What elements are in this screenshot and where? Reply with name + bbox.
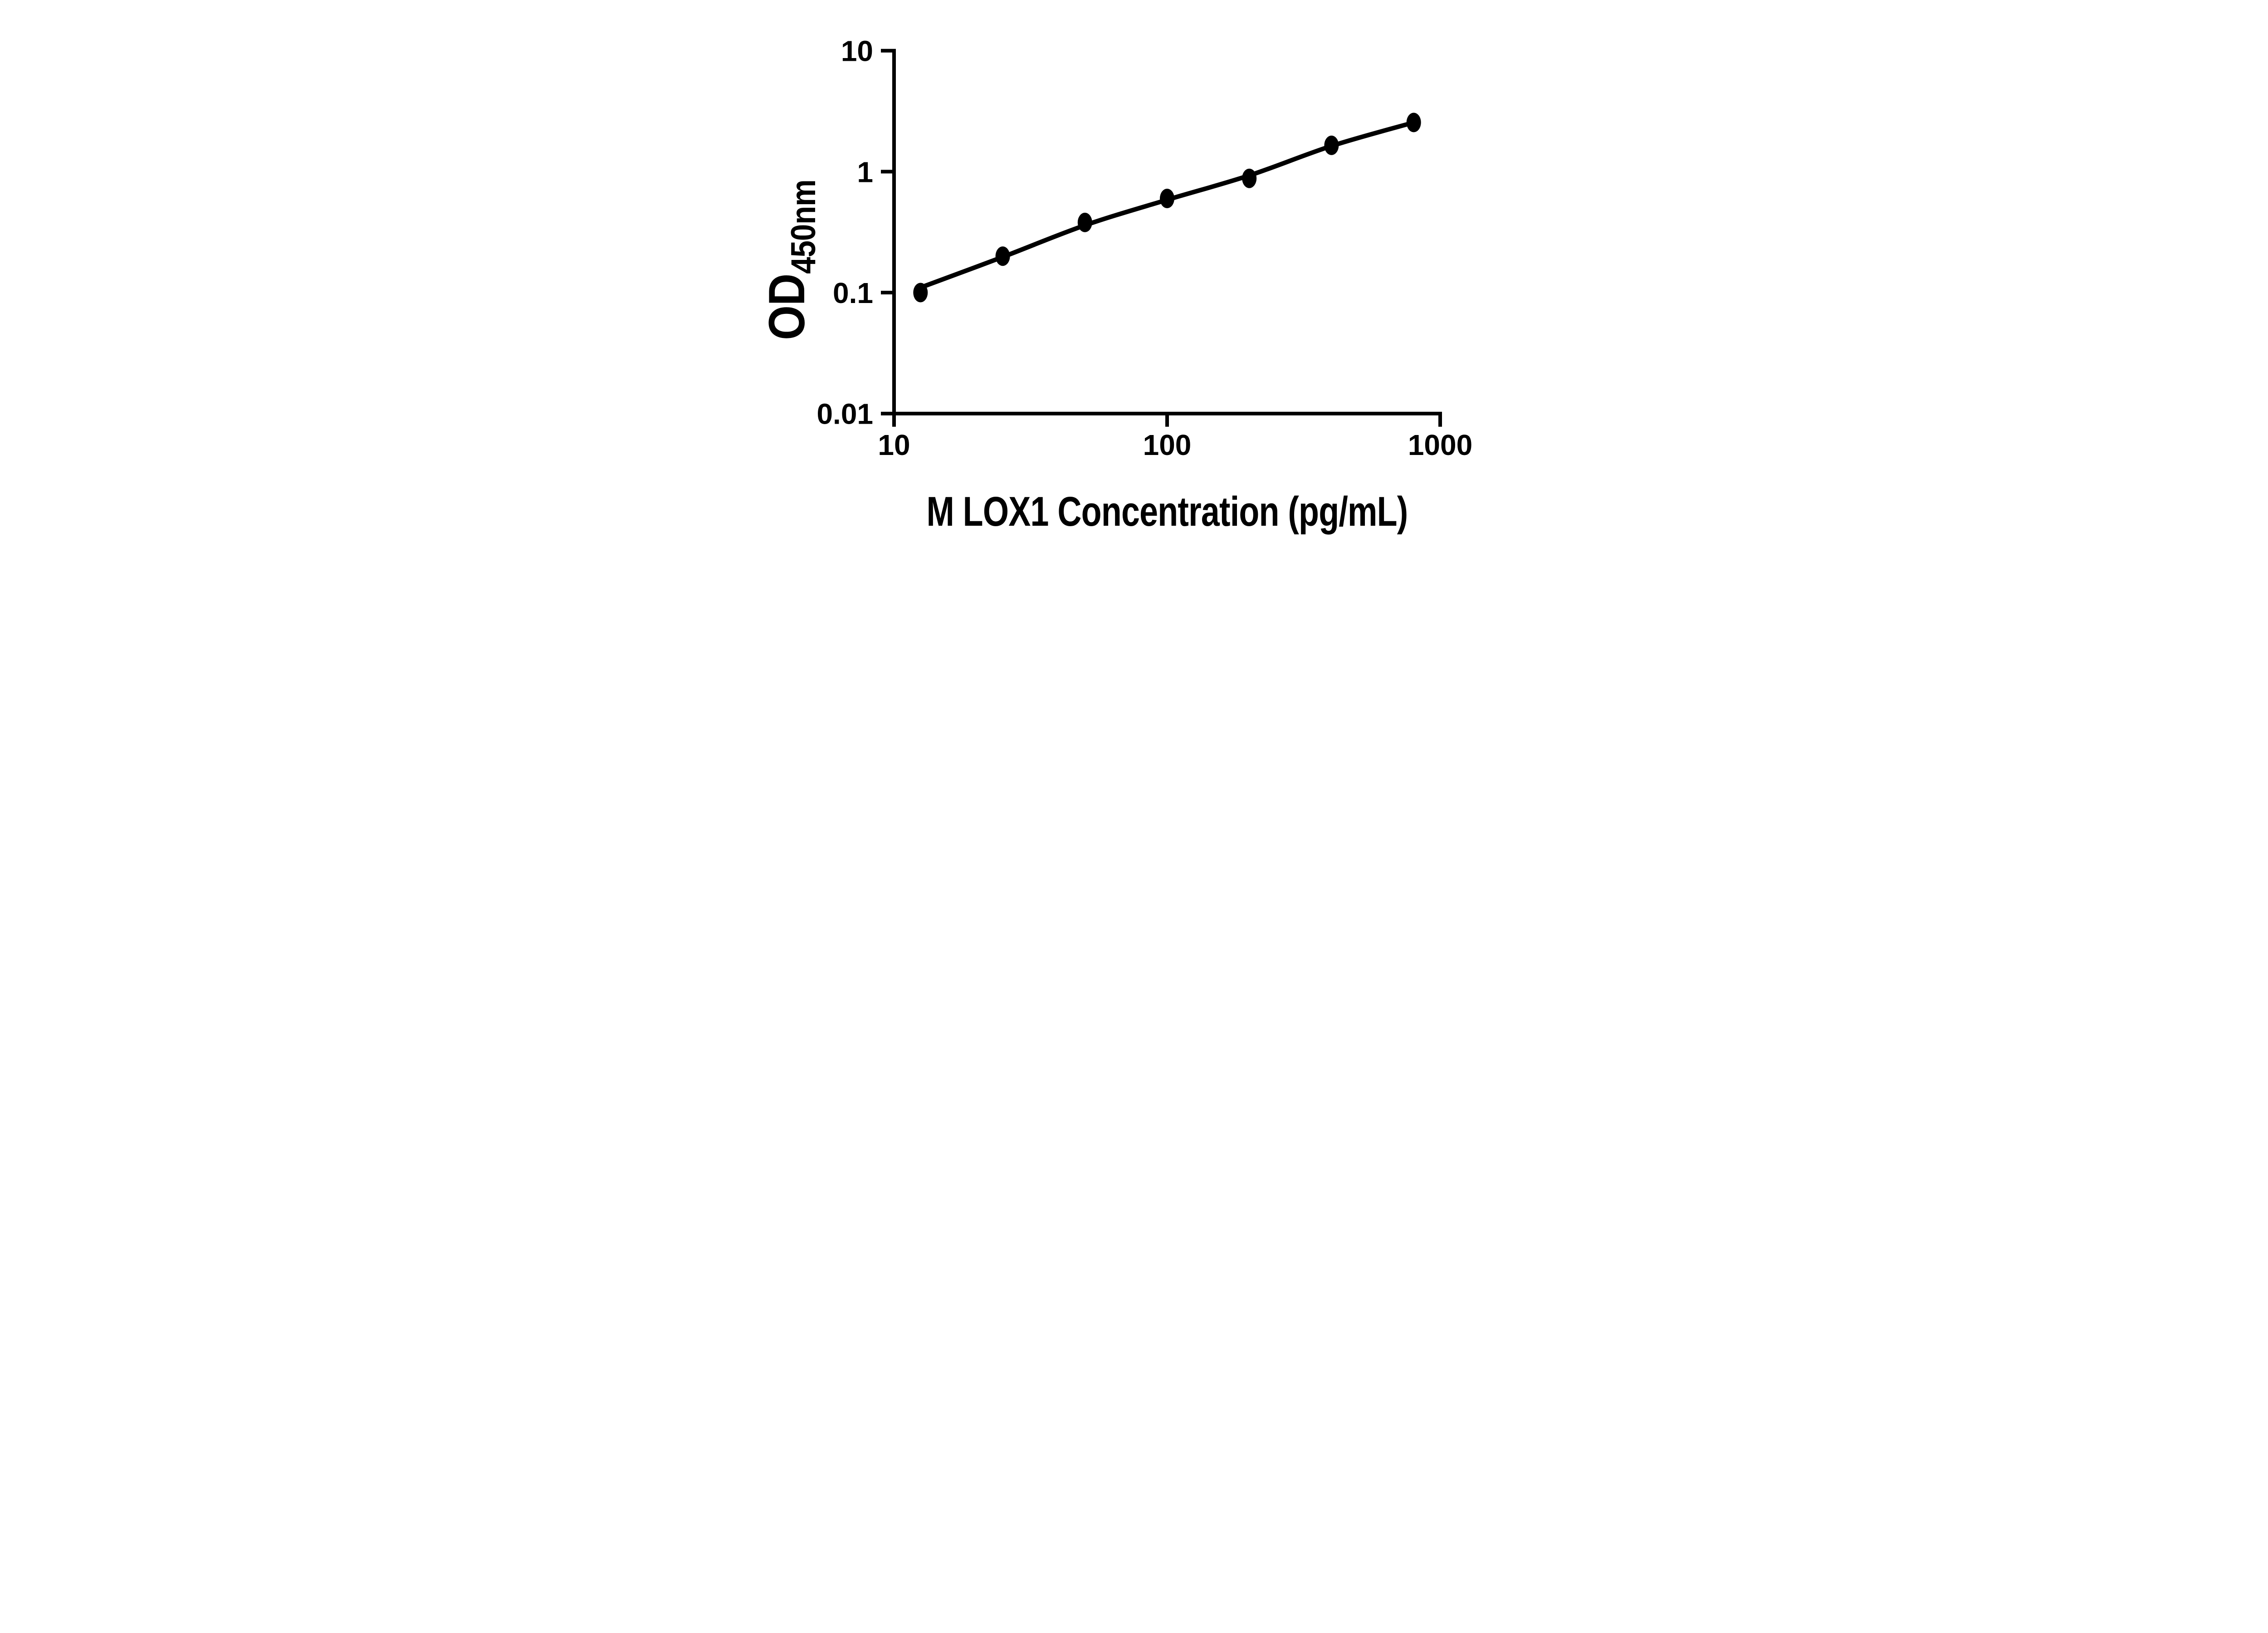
data-point bbox=[1324, 135, 1339, 155]
y-tick-label: 0.01 bbox=[816, 398, 873, 430]
data-point bbox=[1077, 212, 1092, 232]
x-axis-title: M LOX1 Concentration (pg/mL) bbox=[927, 488, 1408, 535]
y-axis-title-main: OD bbox=[759, 274, 815, 340]
y-axis-title-text: OD450nm bbox=[759, 180, 823, 340]
data-point bbox=[913, 283, 928, 303]
data-point bbox=[1406, 112, 1421, 132]
chart-canvas: 10 100 1000 0.01 0.1 1 10 M LOX1 Concentration… bbox=[759, 35, 1472, 535]
data-point bbox=[1242, 168, 1257, 188]
y-tick-label: 0.1 bbox=[833, 277, 873, 309]
x-axis-title-text: M LOX1 Concentration (pg/mL) bbox=[927, 488, 1408, 535]
tick-labels: 10 100 1000 0.01 0.1 1 10 bbox=[816, 35, 1472, 461]
x-tick-label: 1000 bbox=[1408, 429, 1472, 461]
y-tick-label: 10 bbox=[841, 35, 873, 68]
axes bbox=[881, 49, 1442, 427]
figure: 10 100 1000 0.01 0.1 1 10 M LOX1 Concentration… bbox=[746, 0, 1522, 544]
data-point bbox=[1160, 189, 1174, 208]
x-tick-label: 10 bbox=[878, 429, 910, 461]
y-axis-title: OD450nm bbox=[759, 180, 823, 340]
data-series bbox=[913, 112, 1421, 303]
y-axis-title-subscript: 450nm bbox=[784, 180, 823, 274]
axis-lines bbox=[881, 49, 1442, 427]
x-tick-label: 100 bbox=[1143, 429, 1192, 461]
data-point bbox=[995, 246, 1010, 266]
y-tick-label: 1 bbox=[857, 156, 873, 188]
